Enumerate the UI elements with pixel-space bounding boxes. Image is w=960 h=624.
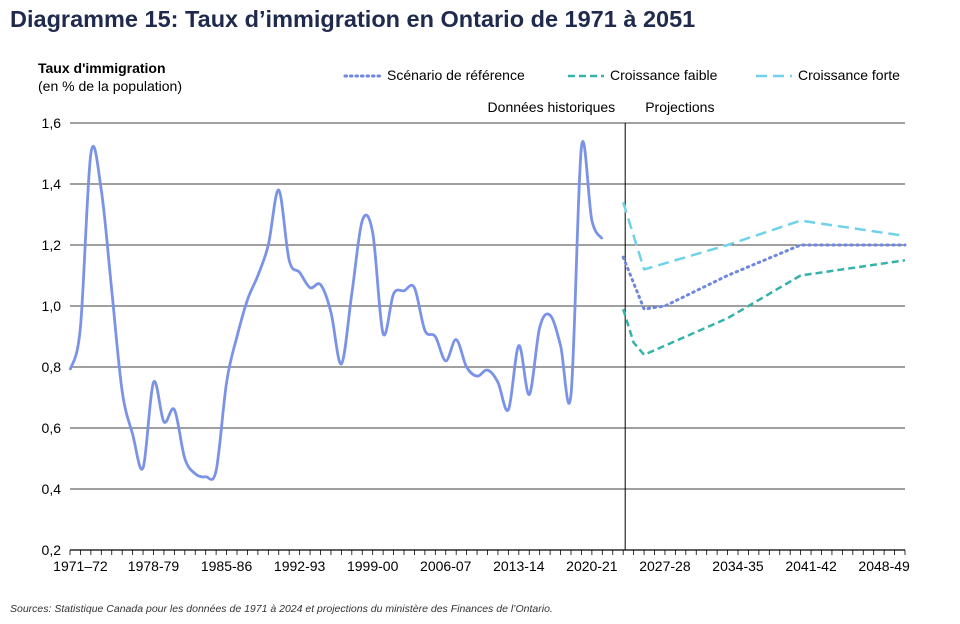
series-layer bbox=[68, 140, 907, 481]
x-tick-label: 1978-79 bbox=[128, 558, 180, 574]
legend-label-high: Croissance forte bbox=[798, 67, 900, 83]
source-note: Sources: Statistique Canada pour les don… bbox=[10, 603, 553, 615]
page-title: Diagramme 15: Taux d’immigration en Onta… bbox=[10, 6, 696, 32]
x-tick-label: 2027-28 bbox=[639, 558, 691, 574]
x-tick-label: 2006-07 bbox=[420, 558, 472, 574]
legend-swatch-reference bbox=[343, 74, 383, 78]
x-tick-label: 2048-49 bbox=[858, 558, 910, 574]
series-line-historical bbox=[68, 140, 604, 481]
x-tick-label: 1985-86 bbox=[201, 558, 253, 574]
y-tick-label: 0,2 bbox=[42, 542, 62, 558]
legend-item-low: Croissance faible bbox=[566, 67, 717, 83]
y-tick-label: 1,0 bbox=[42, 298, 62, 314]
historical-label: Données historiques bbox=[488, 99, 616, 115]
legend-label-reference: Scénario de référence bbox=[387, 67, 525, 83]
series-line-reference bbox=[621, 243, 907, 311]
y-tick-label: 0,8 bbox=[42, 359, 62, 375]
x-tick-label: 1992-93 bbox=[274, 558, 326, 574]
y-tick-label: 0,6 bbox=[42, 420, 62, 436]
series-line-low bbox=[622, 259, 906, 357]
y-tick-label: 1,2 bbox=[42, 237, 62, 253]
legend-item-reference: Scénario de référence bbox=[343, 67, 525, 83]
x-tick-label: 2041-42 bbox=[785, 558, 837, 574]
legend-swatch-high bbox=[756, 75, 792, 78]
x-tick-label: 1999-00 bbox=[347, 558, 399, 574]
axis-layer: 0,2 0,4 0,6 0,8 1,0 1,2 1,4 1,6 1971–72 1978-79 19… bbox=[42, 99, 910, 574]
y-tick-label: 0,4 bbox=[42, 481, 62, 497]
projections-label: Projections bbox=[645, 99, 714, 115]
x-tick-label: 2020-21 bbox=[566, 558, 618, 574]
legend-swatch-low bbox=[568, 75, 604, 78]
x-tick-label: 2013-14 bbox=[493, 558, 545, 574]
legend-label-low: Croissance faible bbox=[610, 67, 718, 83]
series-line-high bbox=[622, 201, 906, 271]
y-axis-subtitle: (en % de la population) bbox=[38, 78, 182, 94]
y-tick-label: 1,4 bbox=[42, 176, 62, 192]
x-tick-label: 2034-35 bbox=[712, 558, 764, 574]
y-axis-title: Taux d'immigration bbox=[38, 60, 166, 76]
y-tick-label: 1,6 bbox=[42, 115, 62, 131]
grid-layer bbox=[70, 122, 905, 551]
x-tick-label: 1971–72 bbox=[53, 558, 108, 574]
legend-item-high: Croissance forte bbox=[754, 67, 900, 83]
